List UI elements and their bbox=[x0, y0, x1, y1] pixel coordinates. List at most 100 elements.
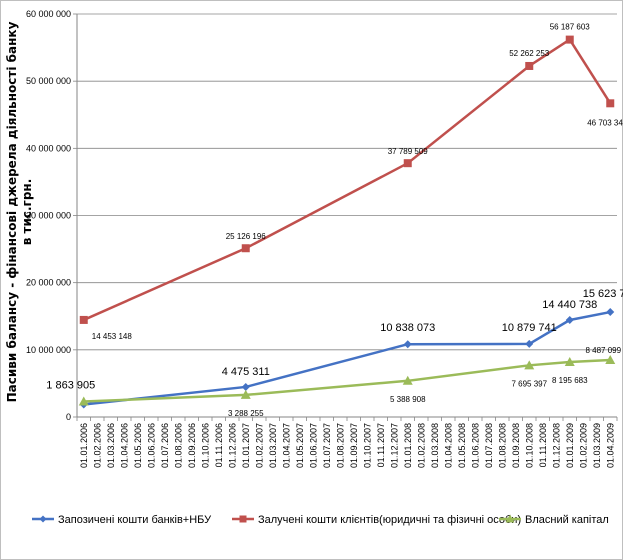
legend-label: Залучені кошти клієнтів(юридичні та фізи… bbox=[258, 514, 521, 526]
x-tick-label: 01.06.2007 bbox=[308, 423, 318, 468]
series-line bbox=[83, 38, 612, 322]
x-tick-label: 01.12.2008 bbox=[551, 423, 561, 468]
x-tick-label: 01.01.2007 bbox=[241, 423, 251, 468]
data-point bbox=[39, 515, 47, 523]
data-labels: 1 863 905 4 475 311 10 838 073 10 879 741 14… bbox=[46, 23, 623, 418]
y-tick-label: 50 000 000 bbox=[26, 76, 71, 86]
data-label: 4 475 311 bbox=[222, 366, 270, 378]
x-tick-label: 01.11.2007 bbox=[376, 423, 386, 467]
data-label: 10 879 741 bbox=[502, 322, 557, 334]
data-label: 37 789 509 bbox=[388, 147, 429, 156]
data-point bbox=[564, 356, 575, 366]
data-point bbox=[505, 514, 515, 523]
data-point bbox=[403, 159, 412, 168]
data-label: 14 453 148 bbox=[92, 332, 133, 341]
legend-label: Власний капітал bbox=[525, 514, 609, 526]
x-tick-label: 01.04.2009 bbox=[605, 423, 615, 468]
y-tick-label: 40 000 000 bbox=[26, 143, 71, 153]
y-tick-label: 20 000 000 bbox=[26, 278, 71, 288]
x-tick-label: 01.11.2006 bbox=[214, 423, 224, 467]
legend-item: Запозичені кошти банків+НБУ bbox=[32, 514, 212, 526]
legend: Запозичені кошти банків+НБУ Залучені кошт… bbox=[32, 514, 609, 526]
x-tick-label: 01.04.2008 bbox=[443, 423, 453, 468]
data-point bbox=[565, 35, 574, 44]
x-tick-label: 01.10.2008 bbox=[524, 423, 534, 468]
data-point bbox=[606, 99, 615, 108]
y-tick-label: 30 000 000 bbox=[26, 211, 71, 221]
data-label: 56 187 603 bbox=[550, 23, 591, 32]
y-tick-label: 60 000 000 bbox=[26, 9, 71, 19]
y-tick-label: 10 000 000 bbox=[26, 345, 71, 355]
x-tick-label: 01.06.2008 bbox=[470, 423, 480, 468]
legend-item: Залучені кошти клієнтів(юридичні та фізи… bbox=[232, 514, 521, 526]
data-label: 46 703 346 bbox=[587, 118, 623, 127]
x-tick-label: 01.06.2006 bbox=[146, 423, 156, 468]
x-tick-label: 01.02.2008 bbox=[416, 423, 426, 468]
x-tick-label: 01.03.2006 bbox=[106, 423, 116, 468]
data-point bbox=[524, 360, 535, 370]
x-tick-label: 01.08.2007 bbox=[335, 423, 345, 468]
x-tick-label: 01.03.2008 bbox=[430, 423, 440, 468]
data-point bbox=[525, 339, 534, 348]
x-tick-label: 01.04.2006 bbox=[119, 423, 129, 468]
y-tick-labels: 0 10 000 000 20 000 000 30 000 000 40 000 00… bbox=[26, 9, 71, 422]
data-point bbox=[565, 316, 574, 325]
x-tick-label: 01.05.2008 bbox=[457, 423, 467, 468]
data-label: 3 288 255 bbox=[228, 409, 264, 418]
x-tick-label: 01.07.2006 bbox=[160, 423, 170, 468]
data-point bbox=[606, 308, 615, 317]
data-point bbox=[240, 389, 251, 399]
data-label: 8 195 683 bbox=[552, 376, 588, 385]
data-point bbox=[78, 396, 89, 406]
y-tick-label: 0 bbox=[66, 412, 71, 422]
x-tick-label: 01.12.2006 bbox=[227, 423, 237, 468]
legend-item: Власний капітал bbox=[499, 514, 609, 526]
series-line bbox=[83, 310, 611, 406]
x-tick-label: 01.02.2009 bbox=[578, 423, 588, 468]
x-tick-label: 01.07.2007 bbox=[322, 423, 332, 468]
x-tick-label: 01.10.2007 bbox=[362, 423, 372, 468]
x-tick-label: 01.12.2007 bbox=[389, 423, 399, 468]
x-tick-label: 01.01.2006 bbox=[79, 423, 89, 468]
x-tick-label: 01.09.2006 bbox=[187, 423, 197, 468]
data-label: 5 388 908 bbox=[390, 395, 426, 404]
data-point bbox=[605, 354, 616, 364]
data-label: 8 487 099 bbox=[585, 346, 621, 355]
x-tick-label: 01.02.2007 bbox=[254, 423, 264, 468]
x-tick-label: 01.04.2007 bbox=[281, 423, 291, 468]
x-tick-label: 01.09.2007 bbox=[349, 423, 359, 468]
x-tick-label: 01.01.2008 bbox=[403, 423, 413, 468]
x-tick-label: 01.05.2007 bbox=[295, 423, 305, 468]
x-tick-label: 01.09.2008 bbox=[511, 423, 521, 468]
x-tick-label: 01.05.2006 bbox=[133, 423, 143, 468]
data-label: 1 863 905 bbox=[46, 379, 95, 391]
data-label: 15 623 770 bbox=[583, 288, 623, 300]
data-label: 10 838 073 bbox=[380, 322, 435, 334]
y-axis-title: Пасиви балансу - фінансові джерела діяль… bbox=[5, 21, 34, 402]
data-point bbox=[241, 244, 250, 253]
data-label: 14 440 738 bbox=[542, 299, 597, 311]
x-tick-labels: 01.01.2006 01.02.2006 01.03.2006 01.04.2006… bbox=[79, 423, 616, 468]
series-lines bbox=[78, 35, 616, 409]
series-line bbox=[83, 358, 611, 403]
data-point bbox=[241, 382, 250, 391]
data-point bbox=[239, 515, 247, 523]
y-axis-title-line1: Пасиви балансу - фінансові джерела діяль… bbox=[5, 21, 19, 402]
data-point bbox=[402, 375, 413, 385]
x-tick-label: 01.02.2006 bbox=[92, 423, 102, 468]
axes bbox=[73, 13, 618, 421]
data-point bbox=[79, 315, 88, 324]
x-tick-label: 01.10.2006 bbox=[200, 423, 210, 468]
data-label: 7 695 397 bbox=[511, 379, 547, 388]
data-label: 25 126 196 bbox=[226, 232, 267, 241]
data-point bbox=[525, 61, 534, 70]
legend-label: Запозичені кошти банків+НБУ bbox=[58, 514, 212, 526]
x-tick-label: 01.07.2008 bbox=[484, 423, 494, 468]
x-tick-label: 01.08.2006 bbox=[173, 423, 183, 468]
data-point bbox=[403, 340, 412, 349]
x-tick-label: 01.11.2008 bbox=[538, 423, 548, 467]
x-tick-label: 01.03.2007 bbox=[268, 423, 278, 468]
